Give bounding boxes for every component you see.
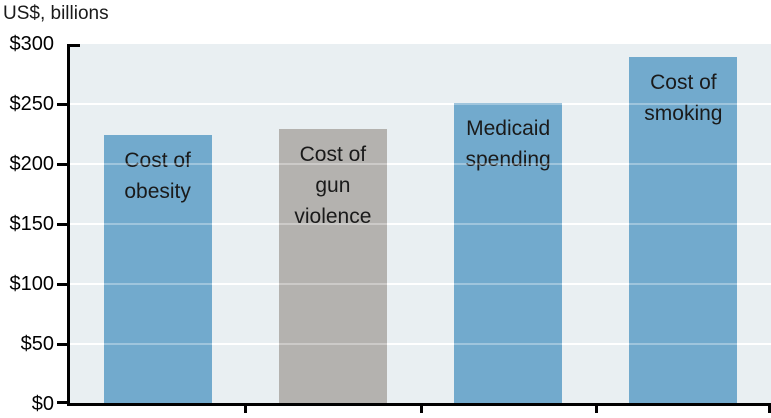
y-tick-200 <box>57 163 67 166</box>
y-tick-250 <box>57 103 67 106</box>
y-tick-label-300: $300 <box>9 33 55 55</box>
x-tick-1 <box>244 403 248 413</box>
y-tick-50 <box>57 343 67 346</box>
x-tick-2 <box>419 403 423 413</box>
y-tick-300 <box>70 44 80 47</box>
bar-cost-of-gun-violence: Cost of gun violence <box>278 129 387 404</box>
y-tick-0 <box>57 401 67 404</box>
plot-area: Cost of obesity Cost of gun violence Medic… <box>70 44 771 404</box>
y-tick-150 <box>57 223 67 226</box>
gridline-overlay-250 <box>70 103 771 105</box>
gridline-overlay-100 <box>70 283 771 285</box>
y-tick-label-50: $50 <box>20 333 54 355</box>
gridline-overlay-150 <box>70 223 771 225</box>
gridline-250 <box>70 103 771 105</box>
gridline-50 <box>70 343 771 345</box>
y-axis-line <box>67 44 70 406</box>
gridline-200 <box>70 163 771 165</box>
bar-label-cost-of-gun-violence: Cost of gun violence <box>294 143 372 229</box>
bar-cost-of-obesity: Cost of obesity <box>103 135 212 404</box>
x-tick-3 <box>594 403 598 413</box>
x-tick-4 <box>768 403 771 413</box>
bar-cost-of-smoking: Cost of smoking <box>629 57 738 404</box>
y-tick-label-150: $150 <box>9 213 55 235</box>
bar-label-cost-of-obesity: Cost of obesity <box>124 149 191 204</box>
bar-medicaid-spending: Medicaid spending <box>454 102 563 404</box>
y-tick-100 <box>57 283 67 286</box>
y-tick-label-250: $250 <box>9 93 55 115</box>
gridline-overlay-200 <box>70 163 771 165</box>
bar-label-medicaid-spending: Medicaid spending <box>465 116 551 171</box>
x-axis-line <box>67 403 771 406</box>
y-tick-label-0: $0 <box>31 393 54 415</box>
gridline-overlay-50 <box>70 343 771 345</box>
y-tick-label-200: $200 <box>9 153 55 175</box>
bar-label-cost-of-smoking: Cost of smoking <box>644 71 723 126</box>
y-tick-label-100: $100 <box>9 273 55 295</box>
gridline-100 <box>70 283 771 285</box>
gridline-150 <box>70 223 771 225</box>
chart-title: US$, billions <box>3 3 109 24</box>
